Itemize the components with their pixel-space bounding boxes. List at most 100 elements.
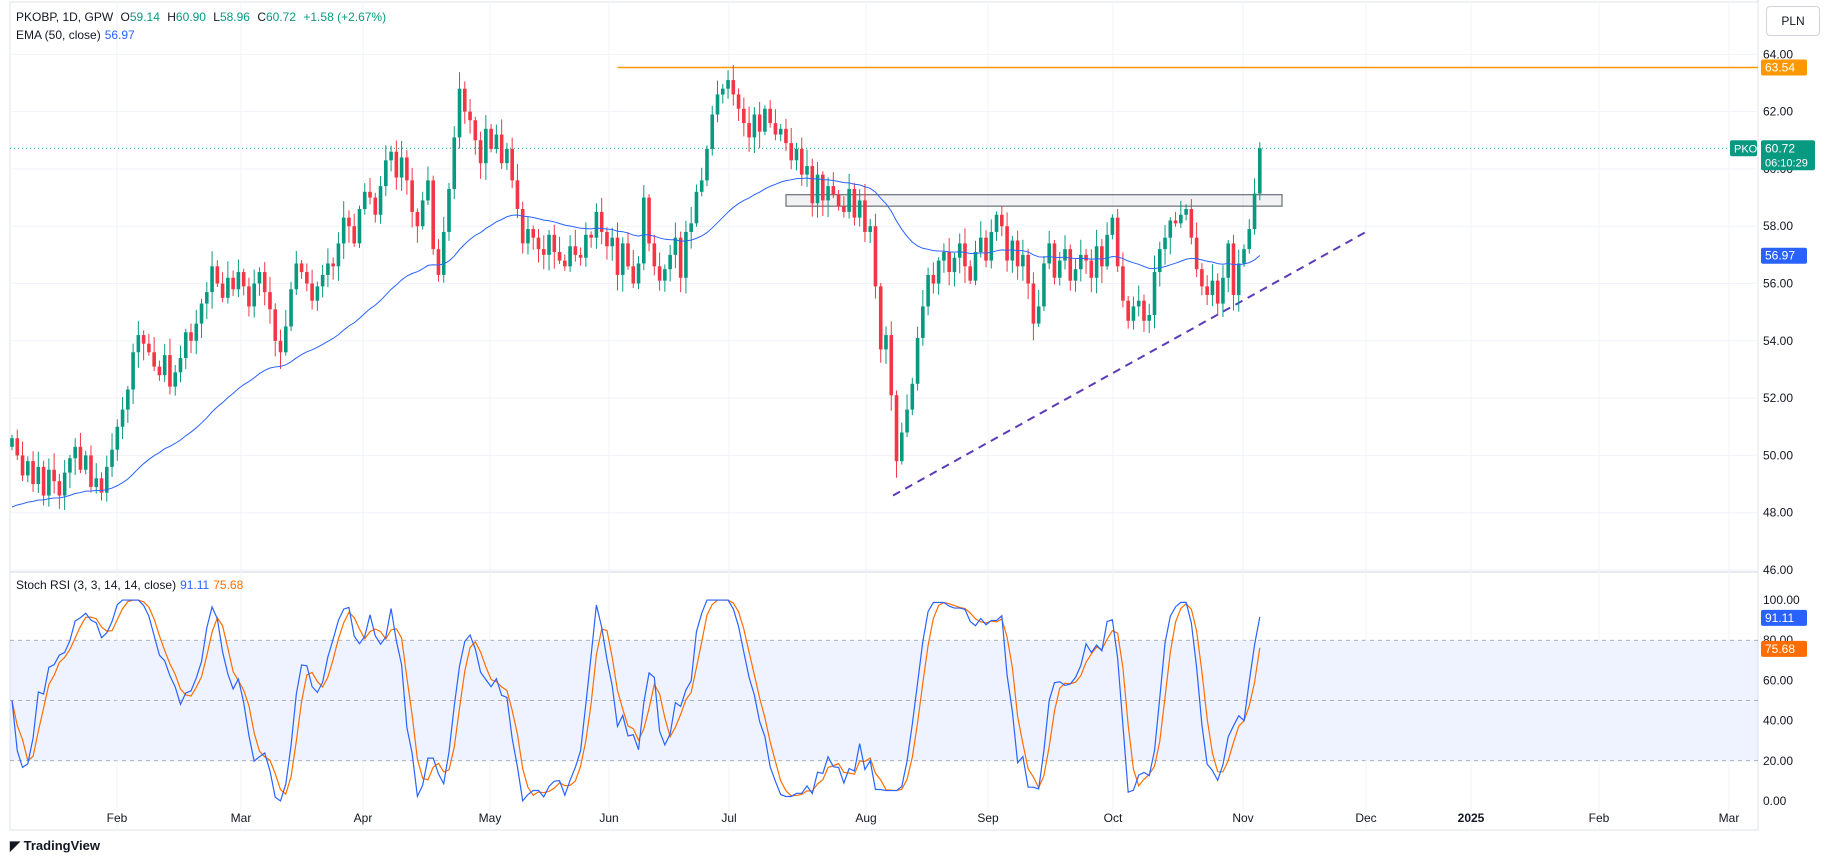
candle — [147, 333, 151, 356]
candle — [1026, 248, 1030, 300]
candle — [931, 262, 936, 294]
ema-legend[interactable]: EMA (50, close) 56.97 — [16, 28, 139, 42]
candle — [10, 434, 14, 451]
stoch-legend[interactable]: Stoch RSI (3, 3, 14, 14, close) 91.11 75.6… — [16, 578, 247, 592]
candle-body — [1010, 240, 1015, 261]
candle-body — [1252, 193, 1257, 230]
candle-body — [647, 197, 651, 244]
candle — [141, 330, 146, 361]
candle — [547, 230, 551, 271]
candle — [989, 219, 994, 269]
candle-body — [889, 335, 894, 396]
candle-body — [505, 148, 509, 164]
candle-body — [636, 263, 641, 284]
candle — [773, 109, 778, 141]
candle — [573, 229, 578, 262]
candle-body — [178, 358, 183, 373]
candle-body — [747, 123, 751, 138]
candle — [215, 260, 220, 287]
candle-body — [420, 200, 425, 227]
candle-body — [1015, 240, 1020, 267]
candle-body — [899, 432, 904, 462]
candle-body — [863, 200, 867, 232]
candle-body — [657, 266, 662, 281]
candle-body — [921, 306, 925, 338]
candle — [778, 124, 783, 142]
candle-body — [515, 180, 520, 210]
candle-body — [952, 257, 957, 273]
candle — [473, 116, 478, 155]
candle-body — [1236, 263, 1241, 295]
candle — [478, 131, 483, 179]
candle-body — [784, 128, 788, 144]
candle — [1258, 142, 1262, 201]
candle-body — [910, 383, 915, 410]
last-price-text: 60.72 — [1765, 141, 1795, 155]
candle — [426, 166, 430, 205]
tradingview-logo[interactable]: ◤ TradingView — [10, 838, 100, 854]
candle-body — [973, 252, 978, 281]
candle — [868, 218, 872, 244]
candle — [268, 276, 272, 324]
stoch-tick-label: 100.00 — [1763, 593, 1800, 607]
candle-body — [252, 283, 256, 307]
candle — [1094, 229, 1099, 294]
candle-body — [473, 120, 478, 141]
candle-body — [720, 88, 725, 95]
candle-body — [299, 263, 304, 273]
candle — [852, 182, 857, 226]
candle — [831, 172, 836, 199]
symbol-title[interactable]: PKOBP, 1D, GPW — [16, 10, 114, 24]
candle-body — [1194, 237, 1199, 270]
symbol-tag-text: PKO — [1734, 143, 1758, 155]
candle-body — [631, 266, 636, 284]
candle-body — [410, 180, 414, 212]
candle-body — [510, 148, 514, 181]
candle-body — [642, 197, 646, 264]
candle-body — [1247, 229, 1252, 250]
candle — [1121, 252, 1125, 308]
candle — [694, 184, 699, 227]
candle — [205, 282, 209, 320]
candle-body — [541, 249, 546, 255]
candle-body — [262, 272, 267, 293]
candle-body — [836, 194, 841, 207]
candle — [431, 175, 435, 255]
candle — [152, 337, 156, 372]
candle — [984, 230, 988, 268]
candle — [94, 463, 99, 494]
candle-body — [1215, 280, 1220, 304]
stoch-k-line — [11, 599, 1261, 803]
candle-body — [199, 303, 204, 324]
price-tick-label: 50.00 — [1763, 448, 1793, 462]
close-value: 60.72 — [266, 10, 297, 24]
time-tick-label: Sep — [977, 811, 999, 825]
candle — [994, 211, 999, 241]
candle-body — [357, 209, 362, 244]
candle-body — [1063, 249, 1067, 261]
candle-body — [610, 237, 615, 247]
candle — [1136, 285, 1141, 317]
candle — [394, 140, 399, 190]
candle — [768, 100, 772, 128]
candle-body — [320, 274, 325, 287]
candle — [336, 232, 341, 281]
candle — [347, 210, 351, 243]
candle — [541, 235, 546, 270]
candle-body — [173, 372, 178, 387]
candle-body — [805, 166, 809, 175]
candle — [884, 326, 888, 364]
candle-body — [1136, 300, 1141, 307]
symbol-legend: PKOBP, 1D, GPW O59.14 H60.90 L58.96 C60.… — [16, 10, 390, 24]
currency-button[interactable]: PLN — [1766, 6, 1820, 36]
stoch-d-tag-bg — [1761, 640, 1807, 657]
candle-body — [578, 254, 583, 258]
stoch-k-tag-bg — [1761, 609, 1807, 626]
candle — [763, 105, 767, 136]
candle-body — [52, 469, 56, 482]
candle-body — [847, 188, 851, 212]
candle-body — [905, 409, 909, 433]
candle — [462, 81, 467, 124]
candle — [1231, 234, 1236, 311]
